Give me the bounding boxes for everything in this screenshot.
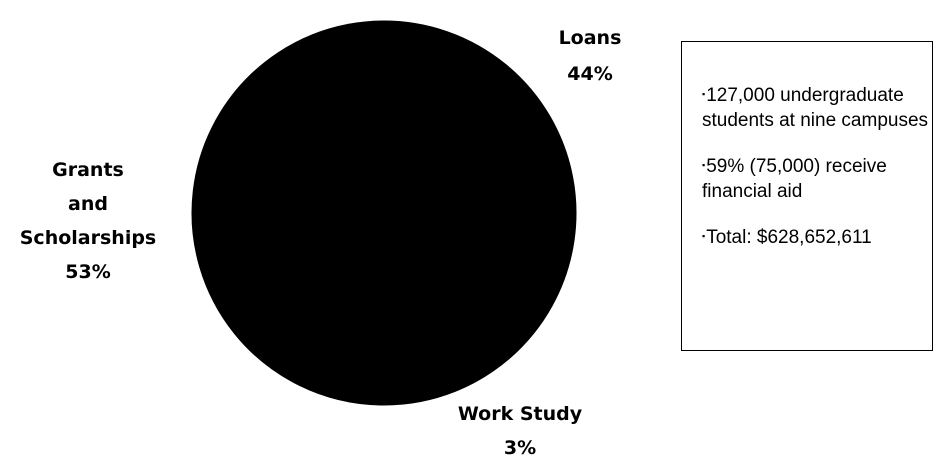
info-item-students: ▪127,000 undergraduate students at nine … <box>702 82 932 133</box>
bullet-icon: ▪ <box>702 89 706 99</box>
loans-label-percent: 44% <box>567 63 613 85</box>
grants-label-line2: and <box>68 193 108 215</box>
bullet-icon: ▪ <box>702 160 706 170</box>
loans-label-name: Loans <box>558 27 622 49</box>
info-item-text: Total: $628,652,611 <box>706 227 872 248</box>
grants-label-line1: Grants <box>52 159 124 181</box>
grants-label-line3: Scholarships <box>19 227 157 249</box>
work-study-label-percent: 3% <box>503 437 537 459</box>
pie-slices <box>191 20 577 406</box>
pie-slice-grants <box>191 23 456 406</box>
bullet-icon: ▪ <box>702 231 706 241</box>
pie-slice-work-study <box>347 20 385 214</box>
loans-label: Loans 44% <box>540 20 640 92</box>
info-item-text: 127,000 undergraduate students at nine c… <box>702 85 929 131</box>
info-box: ▪127,000 undergraduate students at nine … <box>681 41 933 351</box>
info-item-text: 59% (75,000) receive financial aid <box>702 156 887 202</box>
info-item-total: ▪Total: $628,652,611 <box>702 224 932 250</box>
pie-slice-loans <box>383 20 577 393</box>
work-study-label: Work Study 3% <box>430 397 610 465</box>
info-item-aid: ▪59% (75,000) receive financial aid <box>702 153 932 204</box>
grants-label-percent: 53% <box>65 261 111 283</box>
grants-label: Grants and Scholarships 53% <box>0 153 176 289</box>
work-study-label-name: Work Study <box>457 403 583 425</box>
